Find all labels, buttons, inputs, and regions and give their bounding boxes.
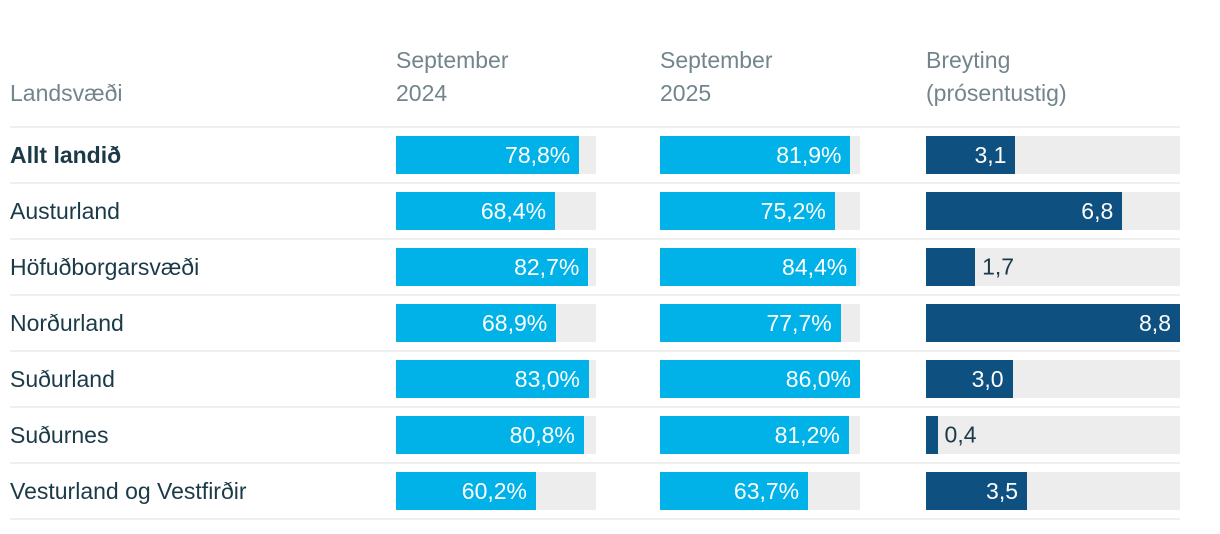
bar-sep2025: 84,4%: [660, 248, 860, 286]
bar-sep2025: 63,7%: [660, 472, 860, 510]
value-bar: 3,0: [926, 360, 1013, 398]
bar-sep2024: 60,2%: [396, 472, 596, 510]
value-label: 77,7%: [766, 309, 832, 336]
table-row: Höfuðborgarsvæði 82,7% 84,4% 1,7: [10, 240, 1180, 296]
header-text-line: Breyting: [926, 47, 1011, 73]
value-label: 68,9%: [482, 309, 548, 336]
value-bar: 81,2%: [660, 416, 849, 454]
value-label: 6,8: [1081, 197, 1114, 224]
value-bar: [926, 248, 976, 286]
value-label: 75,2%: [760, 197, 826, 224]
value-label: 3,1: [974, 141, 1007, 168]
bar-sep2024: 68,9%: [396, 304, 596, 342]
value-label: 83,0%: [514, 365, 581, 392]
value-label: 3,0: [971, 365, 1004, 392]
value-label: 78,8%: [505, 141, 571, 168]
value-label: 80,8%: [509, 421, 575, 448]
bar-sep2025: 77,7%: [660, 304, 860, 342]
bar-sep2025: 81,2%: [660, 416, 860, 454]
region-label: Suðurnes: [10, 421, 109, 448]
region-cell: Norðurland: [10, 310, 396, 337]
bar-sep2024: 82,7%: [396, 248, 596, 286]
bar-change: 8,8: [926, 304, 1180, 342]
value-bar: 3,5: [926, 472, 1028, 510]
bar-sep2024: 80,8%: [396, 416, 596, 454]
region-cell: Austurland: [10, 198, 396, 225]
header-landsvaedi: Landsvæði: [10, 77, 396, 110]
value-bar: 75,2%: [660, 192, 835, 230]
region-label: Suðurland: [10, 365, 115, 392]
region-label: Norðurland: [10, 309, 124, 336]
value-bar: 3,1: [926, 136, 1016, 174]
table-body: Allt landið 78,8% 81,9% 3,1 Austurland 6…: [10, 128, 1180, 520]
region-cell: Allt landið: [10, 142, 396, 169]
bar-sep2024: 78,8%: [396, 136, 596, 174]
region-cell: Vesturland og Vestfirðir: [10, 478, 396, 505]
value-bar: 63,7%: [660, 472, 809, 510]
bar-change: 6,8: [926, 192, 1180, 230]
table-row: Vesturland og Vestfirðir 60,2% 63,7% 3,5: [10, 464, 1180, 520]
value-label: 81,2%: [774, 421, 840, 448]
value-label: 63,7%: [733, 477, 800, 504]
header-label-text: Landsvæði: [10, 80, 123, 106]
value-label: 86,0%: [785, 365, 851, 392]
table-header-row: Landsvæði September 2024 September 2025 …: [10, 44, 1180, 128]
table-row: Suðurland 83,0% 86,0% 3,0: [10, 352, 1180, 408]
region-label: Vesturland og Vestfirðir: [10, 477, 247, 504]
value-bar: 84,4%: [660, 248, 857, 286]
bar-change: 0,4: [926, 416, 1180, 454]
header-text-line: September: [660, 47, 773, 73]
header-september-2024: September 2024: [396, 44, 596, 110]
bar-change: 3,0: [926, 360, 1180, 398]
value-bar: 82,7%: [396, 248, 589, 286]
region-label: Höfuðborgarsvæði: [10, 253, 200, 280]
table-row: Suðurnes 80,8% 81,2% 0,4: [10, 408, 1180, 464]
value-bar: 80,8%: [396, 416, 584, 454]
value-label: 82,7%: [514, 253, 580, 280]
header-text-line: (prósentustig): [926, 80, 1067, 106]
table-row: Norðurland 68,9% 77,7% 8,8: [10, 296, 1180, 352]
bar-sep2025: 81,9%: [660, 136, 860, 174]
table-row: Allt landið 78,8% 81,9% 3,1: [10, 128, 1180, 184]
table-row: Austurland 68,4% 75,2% 6,8: [10, 184, 1180, 240]
value-bar: 8,8: [926, 304, 1180, 342]
bar-sep2024: 68,4%: [396, 192, 596, 230]
value-label: 81,9%: [776, 141, 842, 168]
value-bar: 86,0%: [660, 360, 860, 398]
header-breyting: Breyting (prósentustig): [926, 44, 1180, 110]
value-bar: 81,9%: [660, 136, 851, 174]
value-bar: 77,7%: [660, 304, 841, 342]
bar-sep2025: 75,2%: [660, 192, 860, 230]
region-cell: Höfuðborgarsvæði: [10, 254, 396, 281]
value-bar: [926, 416, 938, 454]
value-bar: 60,2%: [396, 472, 536, 510]
header-september-2025: September 2025: [660, 44, 860, 110]
value-bar: 68,9%: [396, 304, 557, 342]
header-text-line: September: [396, 47, 509, 73]
bar-change: 3,1: [926, 136, 1180, 174]
value-label: 68,4%: [480, 197, 547, 224]
region-cell: Suðurland: [10, 366, 396, 393]
bar-sep2025: 86,0%: [660, 360, 860, 398]
value-label: 8,8: [1139, 309, 1171, 336]
region-cell: Suðurnes: [10, 422, 396, 449]
value-label: 0,4: [944, 421, 977, 448]
bar-change: 1,7: [926, 248, 1180, 286]
bar-sep2024: 83,0%: [396, 360, 596, 398]
value-label: 60,2%: [461, 477, 527, 504]
value-bar: 83,0%: [396, 360, 590, 398]
value-bar: 68,4%: [396, 192, 556, 230]
value-bar: 6,8: [926, 192, 1123, 230]
value-label: 3,5: [986, 477, 1019, 504]
value-bar: 78,8%: [396, 136, 580, 174]
region-label: Austurland: [10, 197, 120, 224]
value-label: 84,4%: [782, 253, 848, 280]
value-label: 1,7: [982, 253, 1015, 280]
header-text-line: 2024: [396, 80, 448, 106]
header-text-line: 2025: [660, 80, 712, 106]
region-label: Allt landið: [10, 141, 122, 168]
bar-change: 3,5: [926, 472, 1180, 510]
